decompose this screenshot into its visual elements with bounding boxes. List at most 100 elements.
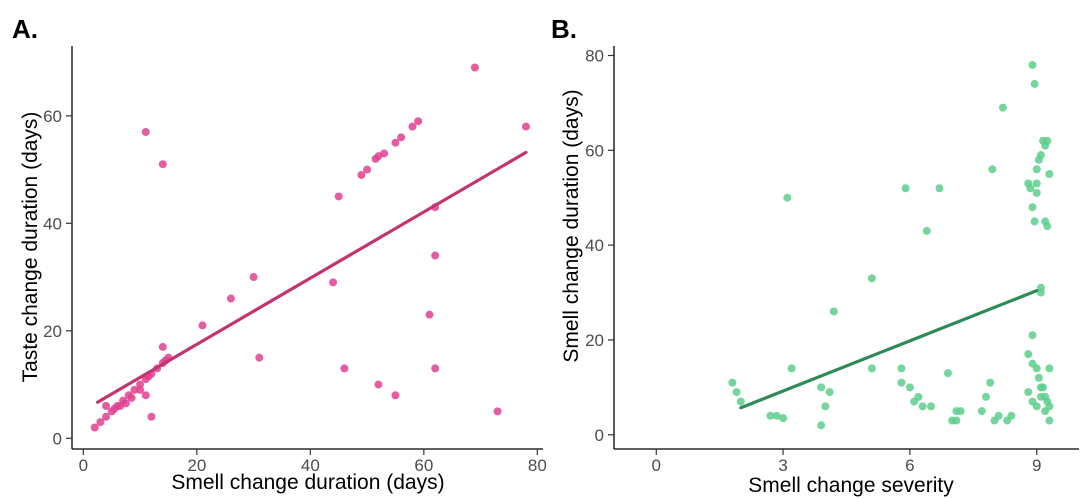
data-point [380, 149, 389, 158]
data-point [121, 399, 130, 408]
x-tick-label: 0 [652, 456, 661, 475]
data-point [952, 416, 961, 425]
y-tick-label: 0 [53, 429, 62, 448]
data-point [1032, 402, 1041, 411]
data-point [391, 391, 400, 400]
data-point [1041, 407, 1050, 416]
y-tick-label: 60 [43, 107, 62, 126]
panel-b-x-ticks: 0 3 6 9 [652, 449, 1041, 475]
data-point [772, 411, 781, 420]
data-point [340, 364, 349, 373]
data-point [1045, 170, 1054, 179]
data-point [1032, 165, 1041, 174]
data-point [829, 307, 838, 316]
data-point [102, 402, 111, 411]
panel-a-x-ticks: 0 20 40 60 80 [79, 449, 547, 475]
data-point [935, 184, 944, 193]
panel-b-y-ticks: 0 20 40 60 80 [585, 46, 614, 445]
data-point [867, 364, 876, 373]
y-tick-label: 40 [43, 214, 62, 233]
data-point [1007, 411, 1016, 420]
data-point [998, 103, 1007, 112]
data-point [1028, 60, 1037, 69]
data-point [943, 369, 952, 378]
panel-a-points [90, 63, 530, 432]
data-point [130, 385, 139, 394]
panel-b-y-axis-title: Smell change duration (days) [560, 89, 583, 362]
y-tick-label: 40 [585, 236, 604, 255]
data-point [493, 407, 502, 416]
data-point [1032, 179, 1041, 188]
panel-a-y-ticks: 0 20 40 60 [43, 107, 72, 448]
data-point [136, 385, 145, 394]
panel-b-x-axis-title: Smell change severity [748, 474, 954, 497]
data-point [158, 160, 167, 169]
data-point [1043, 136, 1052, 145]
data-point [391, 138, 400, 147]
data-point [867, 274, 876, 283]
data-point [141, 127, 150, 136]
data-point [1024, 388, 1033, 397]
data-point [986, 378, 995, 387]
data-point [897, 364, 906, 373]
data-point [255, 353, 264, 362]
data-point [897, 378, 906, 387]
y-tick-label: 0 [595, 426, 604, 445]
panel-b-letter: B. [551, 14, 577, 44]
data-point [1032, 364, 1041, 373]
x-tick-label: 9 [1032, 456, 1041, 475]
data-point [821, 402, 830, 411]
data-point [408, 122, 417, 131]
data-point [470, 63, 479, 72]
data-point [198, 321, 207, 330]
data-point [1045, 364, 1054, 373]
data-point [901, 184, 910, 193]
panel-b-regression-line [739, 289, 1039, 410]
data-point [374, 380, 383, 389]
data-point [817, 421, 826, 430]
data-point [158, 342, 167, 351]
data-point [1032, 188, 1041, 197]
data-point [927, 402, 936, 411]
data-point [1036, 288, 1045, 297]
data-point [914, 392, 923, 401]
data-point [1028, 331, 1037, 340]
data-point [431, 251, 440, 260]
data-point [783, 193, 792, 202]
data-point [1043, 222, 1052, 231]
data-point [363, 165, 372, 174]
data-point [90, 423, 99, 432]
panel-a-x-axis-title: Smell change duration (days) [171, 471, 444, 494]
y-tick-label: 60 [585, 141, 604, 160]
data-point [728, 378, 737, 387]
data-point [141, 391, 150, 400]
data-point [1036, 151, 1045, 160]
data-point [357, 170, 366, 179]
data-point [1034, 373, 1043, 382]
y-tick-label: 20 [43, 322, 62, 341]
data-point [1045, 416, 1054, 425]
data-point [1030, 217, 1039, 226]
data-point [329, 278, 338, 287]
data-point [102, 412, 111, 421]
x-tick-label: 20 [187, 456, 206, 475]
y-tick-label: 20 [585, 331, 604, 350]
data-point [732, 388, 741, 397]
x-tick-label: 6 [905, 456, 914, 475]
data-point [977, 407, 986, 416]
data-point [226, 294, 235, 303]
panel-a-regression-line [95, 150, 528, 404]
data-point [982, 392, 990, 401]
panel-b-points [728, 60, 1054, 430]
data-point [922, 226, 931, 235]
panel-a-y-axis-title: Taste change duration (days) [19, 112, 42, 383]
data-point [918, 402, 927, 411]
data-point [787, 364, 796, 373]
data-point [334, 192, 343, 201]
data-point [521, 122, 530, 131]
data-point [96, 418, 105, 427]
data-point [425, 310, 434, 319]
x-tick-label: 40 [301, 456, 320, 475]
